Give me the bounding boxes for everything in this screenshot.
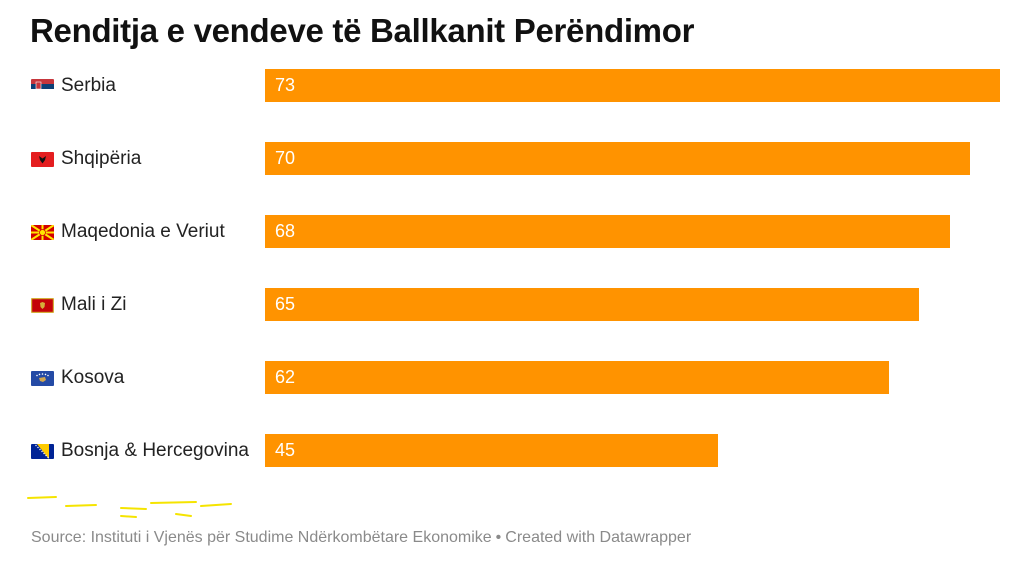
category-label: Mali i Zi (31, 288, 126, 322)
category-label: Serbia (31, 69, 116, 103)
source-separator: • (495, 529, 502, 546)
category-name: Mali i Zi (61, 294, 127, 315)
bar: 62 (265, 361, 889, 394)
bar-value-label: 68 (275, 221, 296, 241)
flag-kosovo-icon (31, 370, 54, 386)
flag-bosnia-icon (31, 443, 54, 459)
bar: 65 (265, 288, 919, 321)
bar: 70 (265, 142, 970, 175)
bar-value-label: 73 (275, 75, 296, 95)
flag-montenegro-icon (31, 297, 54, 313)
bar: 68 (265, 215, 950, 248)
bar-row: Mali i Zi 65 (0, 288, 1024, 322)
flag-albania-icon (31, 151, 54, 167)
bar-row: Maqedonia e Veriut 68 (0, 215, 1024, 249)
bar-row: Bosnja & Hercegovina 45 (0, 434, 1024, 468)
category-name: Kosova (61, 367, 125, 388)
bar: 73 (265, 69, 1000, 102)
category-label: Maqedonia e Veriut (31, 215, 225, 249)
bar-value-label: 45 (275, 440, 296, 460)
bar-value-label: 65 (275, 294, 296, 314)
yellow-scribble-decoration (27, 496, 232, 518)
category-name: Bosnja & Hercegovina (61, 440, 249, 461)
source-footer: Source: Instituti i Vjenës për Studime N… (31, 529, 691, 547)
category-label: Bosnja & Hercegovina (31, 434, 249, 468)
source-text: Source: Instituti i Vjenës për Studime N… (31, 529, 492, 546)
bar-row: Serbia 73 (0, 69, 1024, 103)
category-name: Shqipëria (61, 148, 142, 169)
flag-serbia-icon (31, 78, 54, 94)
bar-value-label: 62 (275, 367, 296, 387)
flag-north-macedonia-icon (31, 224, 54, 240)
bar-row: Shqipëria 70 (0, 142, 1024, 176)
category-name: Maqedonia e Veriut (61, 221, 225, 242)
bar-row: Kosova 62 (0, 361, 1024, 395)
category-label: Shqipëria (31, 142, 141, 176)
category-name: Serbia (61, 75, 116, 96)
bar: 45 (265, 434, 718, 467)
datawrapper-credit: Created with Datawrapper (505, 529, 692, 546)
category-label: Kosova (31, 361, 124, 395)
bar-value-label: 70 (275, 148, 296, 168)
chart-title: Renditja e vendeve të Ballkanit Perëndim… (30, 12, 695, 49)
